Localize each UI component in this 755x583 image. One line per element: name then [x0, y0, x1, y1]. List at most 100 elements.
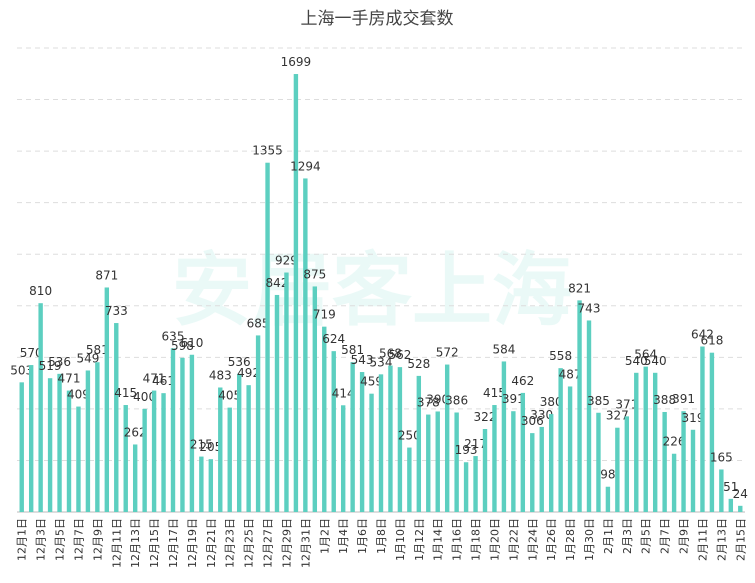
bar: [142, 408, 147, 512]
x-tick-label: 1月22日: [507, 518, 520, 561]
bar: [303, 178, 308, 513]
bar: [265, 162, 270, 512]
data-label: 250: [398, 429, 421, 443]
bar: [47, 378, 53, 512]
bar: [123, 405, 128, 512]
bar: [274, 294, 280, 512]
data-label: 685: [247, 316, 270, 330]
bar: [643, 366, 648, 512]
bar: [426, 414, 431, 512]
x-tick-label: 12月5日: [54, 518, 67, 561]
x-tick-label: 12月25日: [243, 518, 256, 568]
x-tick-label: 12月23日: [224, 518, 237, 568]
x-tick-label: 2月15日: [734, 518, 747, 561]
bar: [151, 390, 157, 512]
data-label: 572: [436, 346, 459, 360]
bar: [369, 393, 374, 512]
bar: [227, 407, 232, 512]
data-label: 570: [20, 346, 43, 360]
data-label: 306: [521, 414, 544, 428]
data-label: 618: [700, 334, 723, 348]
data-label: 226: [663, 435, 686, 449]
bar: [76, 406, 81, 512]
bar: [463, 462, 469, 512]
bar: [596, 412, 601, 512]
data-label: 386: [445, 393, 468, 407]
data-label: 471: [143, 372, 166, 386]
data-label: 380: [540, 395, 563, 409]
data-label: 598: [171, 339, 194, 353]
data-label: 1699: [281, 55, 312, 69]
data-label: 461: [152, 374, 175, 388]
x-tick-label: 12月11日: [110, 518, 123, 568]
x-tick-label: 12月7日: [72, 518, 85, 561]
data-label: 205: [199, 440, 222, 454]
x-tick-label: 1月24日: [526, 518, 539, 561]
bar: [634, 372, 639, 512]
bar: [624, 416, 630, 512]
x-tick-label: 12月21日: [205, 518, 218, 568]
data-label: 581: [341, 343, 364, 357]
data-label: 536: [228, 355, 251, 369]
data-label: 1355: [252, 144, 283, 158]
x-tick-label: 1月30日: [583, 518, 596, 561]
data-label: 743: [578, 301, 601, 315]
bar: [473, 456, 478, 512]
bar: [444, 364, 450, 512]
bar: [492, 405, 497, 512]
bar: [340, 405, 346, 512]
data-label: 415: [114, 386, 137, 400]
bar: [284, 272, 289, 512]
chart-title: 上海一手房成交套数: [301, 9, 454, 29]
data-label: 385: [587, 394, 610, 408]
data-label: 821: [568, 281, 591, 295]
data-label: 262: [124, 425, 147, 439]
data-label: 610: [180, 336, 203, 350]
data-label: 635: [162, 329, 185, 343]
data-label: 400: [133, 390, 156, 404]
data-label: 540: [625, 354, 648, 368]
data-label: 534: [370, 355, 393, 369]
bar: [246, 385, 251, 512]
bar: [170, 348, 176, 512]
bar: [615, 427, 620, 512]
bar: [104, 287, 110, 512]
data-label: 391: [502, 392, 525, 406]
bar: [690, 429, 696, 512]
data-label: 487: [559, 367, 582, 381]
bar: [700, 346, 705, 512]
data-label: 415: [483, 386, 506, 400]
data-label: 217: [464, 437, 487, 451]
bar: [738, 505, 743, 512]
bar: [293, 74, 299, 512]
bar: [577, 300, 582, 512]
bar: [331, 351, 336, 512]
bar: [709, 352, 715, 512]
data-label: 322: [474, 410, 497, 424]
x-tick-label: 2月1日: [602, 518, 615, 554]
bar: [482, 428, 488, 512]
bar: [19, 382, 24, 512]
x-tick-label: 12月1日: [16, 518, 29, 561]
data-label: 405: [218, 389, 241, 403]
bar: [359, 372, 365, 512]
bar: [312, 286, 318, 512]
data-label: 540: [644, 354, 667, 368]
data-label: 378: [417, 396, 440, 410]
data-label: 733: [105, 304, 128, 318]
bar: [85, 370, 91, 512]
x-tick-label: 12月27日: [262, 518, 275, 568]
data-label: 51: [723, 480, 738, 494]
bar: [66, 390, 72, 512]
bar: [652, 372, 658, 512]
data-label: 503: [10, 363, 33, 377]
data-label: 193: [455, 443, 478, 457]
data-label: 330: [530, 408, 553, 422]
data-label: 719: [313, 308, 336, 322]
x-tick-label: 1月4日: [337, 518, 350, 554]
bar: [208, 459, 214, 512]
bar: [558, 368, 563, 512]
bar: [28, 365, 34, 512]
x-tick-label: 2月9日: [678, 518, 691, 554]
x-tick-label: 1月18日: [470, 518, 483, 561]
